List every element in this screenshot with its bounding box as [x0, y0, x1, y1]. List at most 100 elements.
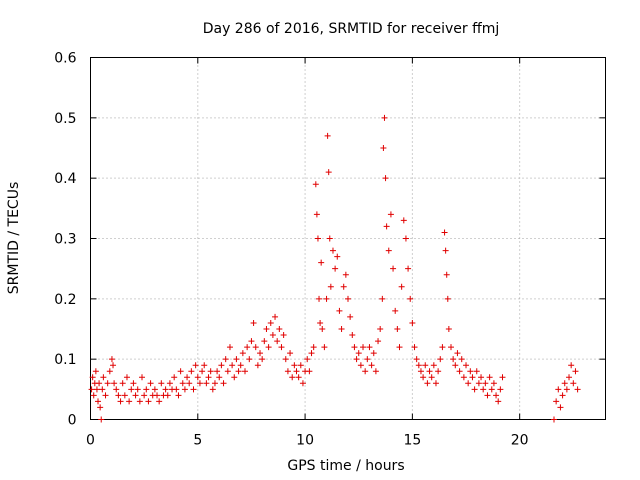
y-tick-label: 0.1 [54, 352, 76, 368]
data-point [284, 368, 291, 375]
data-point [332, 265, 339, 272]
data-point [119, 380, 126, 387]
data-point [394, 326, 401, 332]
data-point [381, 114, 388, 121]
data-point [104, 380, 111, 387]
data-point [164, 392, 171, 399]
data-point [132, 392, 139, 399]
data-point [430, 362, 437, 369]
data-point [102, 392, 109, 399]
data-point [467, 368, 474, 375]
data-point [413, 356, 420, 363]
data-point [136, 398, 143, 405]
y-tick-label: 0 [68, 413, 77, 429]
data-point [463, 362, 470, 369]
data-point [158, 380, 165, 387]
data-point [269, 332, 276, 339]
data-point [465, 380, 472, 387]
data-point [318, 259, 325, 266]
data-point [407, 295, 414, 302]
data-point [402, 235, 409, 242]
data-point [480, 386, 487, 393]
data-point [259, 356, 266, 363]
data-point [175, 392, 182, 399]
data-point [190, 386, 197, 393]
data-point [495, 398, 502, 405]
data-point [450, 356, 457, 363]
data-point [203, 380, 210, 387]
data-point [458, 356, 465, 363]
data-point [372, 368, 379, 375]
data-point [329, 247, 336, 254]
data-point [422, 362, 429, 369]
data-point [162, 386, 169, 393]
data-point [327, 283, 334, 290]
x-tick-label: 10 [296, 433, 314, 449]
data-point [181, 386, 188, 393]
data-point [310, 344, 317, 351]
data-point [314, 235, 321, 242]
data-point [454, 350, 461, 357]
y-tick-label: 0.5 [54, 111, 76, 127]
plot-frame [90, 57, 606, 420]
data-point [192, 362, 199, 369]
data-point [218, 362, 225, 369]
data-point [563, 386, 570, 393]
data-point [90, 392, 97, 399]
data-point [566, 374, 573, 381]
data-point [385, 247, 392, 254]
y-tick-label: 0.6 [54, 51, 76, 67]
data-point [145, 398, 152, 405]
data-point [469, 374, 476, 381]
data-point [323, 295, 330, 302]
data-point [95, 398, 102, 405]
data-point [128, 386, 135, 393]
data-point [490, 380, 497, 387]
data-point [274, 338, 281, 345]
data-points [88, 114, 581, 423]
data-point [224, 368, 231, 375]
data-point [196, 380, 203, 387]
data-point [108, 356, 115, 363]
data-point [493, 392, 500, 399]
data-point [426, 368, 433, 375]
data-point [265, 344, 272, 351]
data-point [93, 386, 100, 393]
data-point [559, 392, 566, 399]
data-point [244, 344, 251, 351]
data-point [316, 295, 323, 302]
data-point [233, 356, 240, 363]
data-point [106, 368, 113, 375]
data-point [351, 344, 358, 351]
data-point [482, 380, 489, 387]
data-point [276, 326, 283, 332]
data-point [289, 374, 296, 381]
data-point [231, 374, 238, 381]
data-point [424, 380, 431, 387]
data-point [177, 368, 184, 375]
data-point [261, 338, 268, 345]
data-point [250, 319, 257, 326]
data-point [242, 368, 248, 375]
data-point [553, 398, 560, 405]
data-point [334, 253, 341, 260]
data-point [441, 229, 448, 236]
data-point [278, 344, 285, 351]
data-point [205, 374, 212, 381]
data-point [216, 374, 223, 381]
data-point [362, 368, 369, 375]
data-point [437, 356, 444, 363]
x-axis-label: GPS time / hours [287, 458, 404, 474]
data-point [239, 350, 246, 357]
y-tick-label: 0.3 [54, 232, 76, 248]
data-point [364, 356, 371, 363]
y-tick-label: 0.4 [54, 171, 76, 187]
data-point [246, 356, 253, 363]
data-point [96, 380, 103, 387]
data-point [199, 368, 206, 375]
data-point [123, 374, 130, 381]
data-point [555, 386, 562, 393]
data-point [324, 132, 331, 139]
data-point [568, 362, 575, 369]
data-point [570, 380, 577, 387]
